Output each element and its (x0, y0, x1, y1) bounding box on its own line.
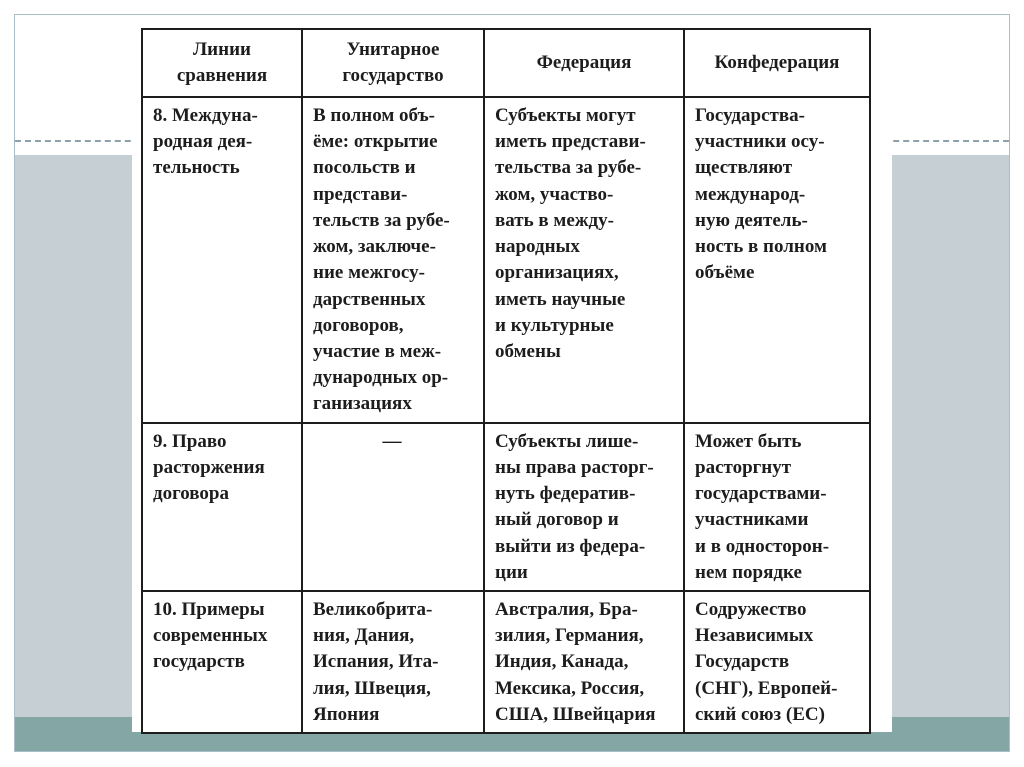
cell-unitary: В полном объ- ёме: открытие посольств и … (301, 96, 485, 424)
cell-unitary: Великобрита- ния, Дания, Испания, Ита- л… (301, 589, 485, 735)
table-row-modern-state-examples: 10. Примеры современных государств Велик… (141, 589, 871, 735)
cell-comparison-line: 8. Междуна- родная дея- тельность (141, 96, 303, 424)
presentation-slide: Линии сравнения Унитарное государство Фе… (14, 14, 1010, 752)
header-cell-comparison-lines: Линии сравнения (141, 28, 303, 98)
cell-unitary-dash: — (301, 421, 485, 592)
header-cell-unitary-state: Унитарное государство (301, 28, 485, 98)
state-forms-comparison-table: Линии сравнения Унитарное государство Фе… (141, 28, 871, 735)
table-row-treaty-termination: 9. Право расторжения договора — Субъекты… (141, 421, 871, 592)
cell-federation: Субъекты могут иметь представи- тельства… (483, 96, 685, 424)
table-header-row: Линии сравнения Унитарное государство Фе… (141, 28, 871, 98)
cell-comparison-line: 9. Право расторжения договора (141, 421, 303, 592)
cell-confederation: Государства- участники осу- ществляют ме… (683, 96, 871, 424)
cell-comparison-line: 10. Примеры современных государств (141, 589, 303, 735)
header-cell-confederation: Конфедерация (683, 28, 871, 98)
cell-confederation: Содружество Независимых Государств (СНГ)… (683, 589, 871, 735)
cell-federation: Австралия, Бра- зилия, Германия, Индия, … (483, 589, 685, 735)
header-cell-federation: Федерация (483, 28, 685, 98)
table-row-international-activity: 8. Междуна- родная дея- тельность В полн… (141, 96, 871, 424)
cell-confederation: Может быть расторгнут государствами- уча… (683, 421, 871, 592)
cell-federation: Субъекты лише- ны права расторг- нуть фе… (483, 421, 685, 592)
